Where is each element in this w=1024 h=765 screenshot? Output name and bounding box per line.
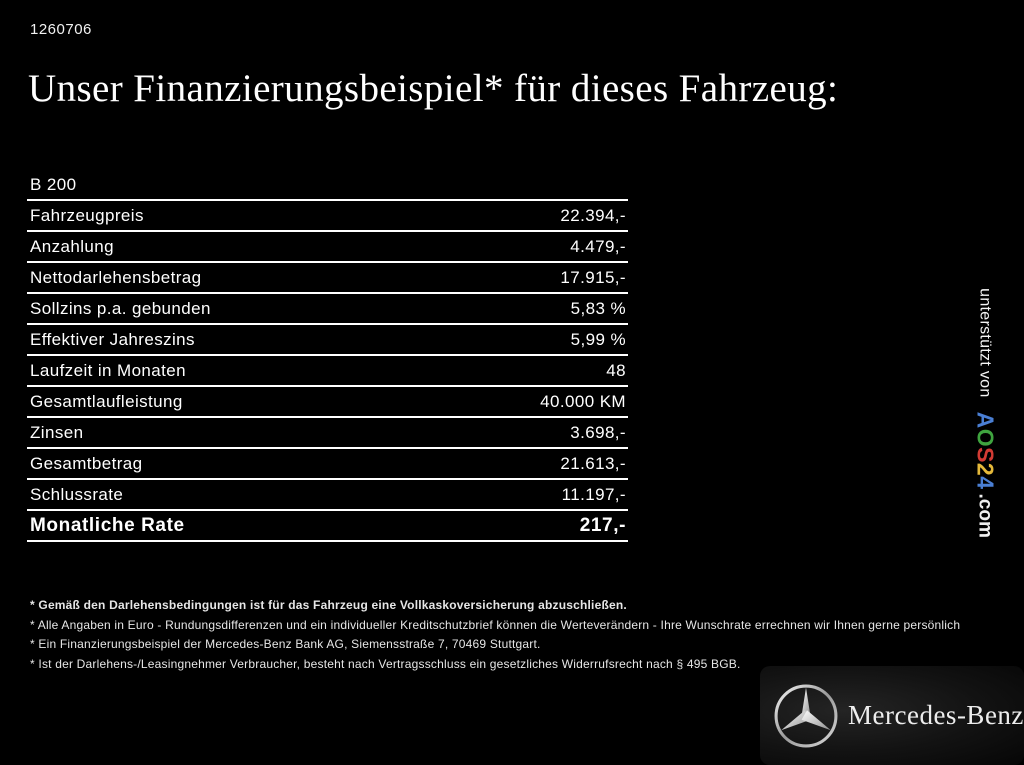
row-value: 4.479,- (570, 236, 626, 256)
footnotes: * Gemäß den Darlehensbedingungen ist für… (30, 596, 960, 674)
row-label: Gesamtlaufleistung (30, 391, 183, 411)
page-title: Unser Finanzierungsbeispiel* für dieses … (28, 67, 839, 110)
row-label: Anzahlung (30, 236, 114, 256)
row-label: Monatliche Rate (30, 514, 185, 536)
row-value: 21.613,- (560, 453, 626, 473)
row-label: Nettodarlehensbetrag (30, 267, 202, 287)
aos24-logo-letter: 2 (972, 462, 999, 477)
table-row: Zinsen 3.698,- (27, 418, 628, 449)
row-value: 217,- (579, 514, 626, 536)
row-label: Laufzeit in Monaten (30, 360, 186, 380)
row-label: Sollzins p.a. gebunden (30, 298, 211, 318)
footnote: * Ein Finanzierungsbeispiel der Mercedes… (30, 637, 541, 651)
aos24-logo-letter: S (972, 447, 999, 463)
footnote: * Ist der Darlehens-/Leasingnehmer Verbr… (30, 656, 741, 671)
table-row: Effektiver Jahreszins 5,99 % (27, 325, 628, 356)
table-row: Gesamtlaufleistung 40.000 KM (27, 387, 628, 418)
sidebar-credit: unterstützt von A O S 2 4 .com (972, 288, 999, 538)
row-label: Schlussrate (30, 484, 124, 504)
row-value: 17.915,- (560, 267, 626, 287)
model-name: B 200 (30, 174, 77, 194)
mercedes-star-icon (774, 684, 838, 747)
table-row: Nettodarlehensbetrag 17.915,- (27, 263, 628, 294)
row-value: 48 (606, 360, 626, 380)
aos24-logo-letter: O (972, 428, 999, 448)
row-value: 40.000 KM (540, 391, 626, 411)
finance-table: B 200 Fahrzeugpreis 22.394,- Anzahlung 4… (27, 170, 628, 542)
table-row-model: B 200 (27, 170, 628, 201)
table-row: Anzahlung 4.479,- (27, 232, 628, 263)
brand-panel: Mercedes-Benz (760, 666, 1024, 765)
brand-wordmark: Mercedes-Benz (848, 700, 1024, 730)
aos24-logo-letter: 4 (972, 476, 999, 490)
table-row: Sollzins p.a. gebunden 5,83 % (27, 294, 628, 325)
row-label: Fahrzeugpreis (30, 205, 144, 225)
row-label: Zinsen (30, 422, 84, 442)
row-label: Gesamtbetrag (30, 453, 143, 473)
footnote: * Gemäß den Darlehensbedingungen ist für… (30, 598, 627, 612)
table-row: Fahrzeugpreis 22.394,- (27, 201, 628, 232)
table-row: Gesamtbetrag 21.613,- (27, 449, 628, 480)
credit-suffix: .com (975, 493, 996, 538)
aos24-logo-letter: A (972, 411, 999, 429)
row-value: 5,99 % (570, 329, 626, 349)
row-value: 11.197,- (561, 484, 626, 504)
document-id: 1260706 (30, 21, 92, 38)
table-row: Schlussrate 11.197,- (27, 480, 628, 511)
table-row-monthly-rate: Monatliche Rate 217,- (27, 511, 628, 542)
credit-prefix: unterstützt von (977, 288, 994, 398)
row-label: Effektiver Jahreszins (30, 329, 195, 349)
row-value: 22.394,- (560, 205, 626, 225)
row-value: 3.698,- (570, 422, 626, 442)
footnote: * Alle Angaben in Euro - Rundungsdiffere… (30, 617, 961, 632)
table-row: Laufzeit in Monaten 48 (27, 356, 628, 387)
row-value: 5,83 % (570, 298, 626, 318)
